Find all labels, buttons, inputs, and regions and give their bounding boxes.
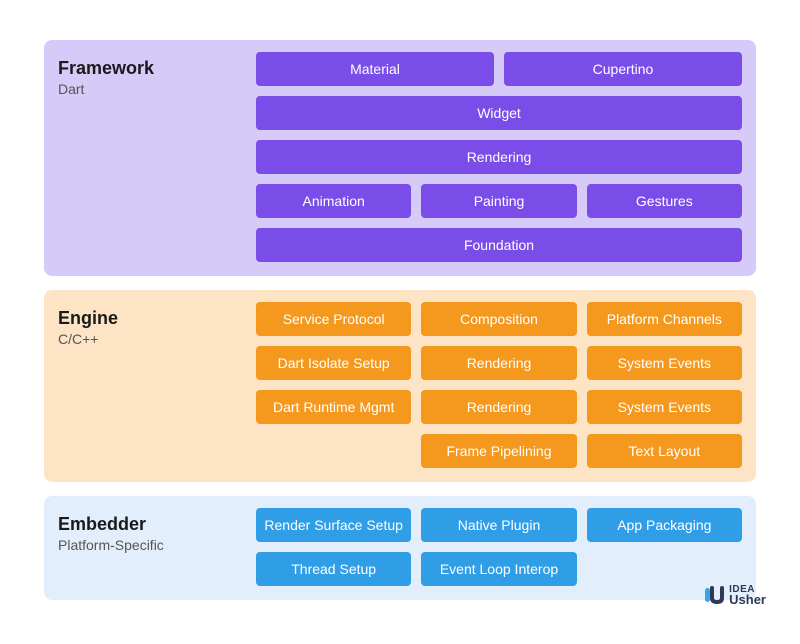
- layer-title: Framework: [58, 58, 238, 79]
- layer-body: Render Surface Setup Native Plugin App Pac…: [256, 508, 742, 586]
- pill: Frame Pipelining: [421, 434, 576, 468]
- layer-embedder: Embedder Platform-Specific Render Surface …: [44, 496, 756, 600]
- pill-row: Frame Pipelining Text Layout: [256, 434, 742, 468]
- pill: System Events: [587, 346, 742, 380]
- pill: Platform Channels: [587, 302, 742, 336]
- pill: Foundation: [256, 228, 742, 262]
- layer-engine: Engine C/C++ Service Protocol Composition Pl…: [44, 290, 756, 482]
- pill-row: Material Cupertino: [256, 52, 742, 86]
- pill-row: Render Surface Setup Native Plugin App Pac…: [256, 508, 742, 542]
- layer-header: Framework Dart: [58, 52, 238, 262]
- logo-icon: [704, 584, 726, 606]
- pill: Text Layout: [587, 434, 742, 468]
- pill-row: Thread Setup Event Loop Interop: [256, 552, 742, 586]
- layer-subtitle: Dart: [58, 81, 238, 97]
- pill-row: Dart Runtime Mgmt Rendering System Events: [256, 390, 742, 424]
- pill: Painting: [421, 184, 576, 218]
- layer-header: Engine C/C++: [58, 302, 238, 468]
- pill-row: Service Protocol Composition Platform Chan…: [256, 302, 742, 336]
- pill-row: Rendering: [256, 140, 742, 174]
- layer-body: Material Cupertino Widget Rendering Animatio…: [256, 52, 742, 262]
- logo-text: IDEA Usher: [729, 585, 766, 606]
- pill: Composition: [421, 302, 576, 336]
- pill: App Packaging: [587, 508, 742, 542]
- pill: Service Protocol: [256, 302, 411, 336]
- pill: Rendering: [421, 390, 576, 424]
- pill: Widget: [256, 96, 742, 130]
- pill: Gestures: [587, 184, 742, 218]
- pill-row: Foundation: [256, 228, 742, 262]
- pill: Render Surface Setup: [256, 508, 411, 542]
- architecture-diagram: Framework Dart Material Cupertino Widget Rend…: [44, 40, 756, 600]
- pill-row: Animation Painting Gestures: [256, 184, 742, 218]
- pill-row: Dart Isolate Setup Rendering System Events: [256, 346, 742, 380]
- layer-header: Embedder Platform-Specific: [58, 508, 238, 586]
- layer-framework: Framework Dart Material Cupertino Widget Rend…: [44, 40, 756, 276]
- layer-subtitle: C/C++: [58, 331, 238, 347]
- pill: Material: [256, 52, 494, 86]
- pill: Cupertino: [504, 52, 742, 86]
- layer-subtitle: Platform-Specific: [58, 537, 238, 553]
- layer-title: Engine: [58, 308, 238, 329]
- pill: Native Plugin: [421, 508, 576, 542]
- pill: Rendering: [256, 140, 742, 174]
- logo: IDEA Usher: [704, 584, 766, 606]
- pill: Event Loop Interop: [421, 552, 576, 586]
- pill: Thread Setup: [256, 552, 411, 586]
- pill: Animation: [256, 184, 411, 218]
- pill: Dart Isolate Setup: [256, 346, 411, 380]
- layer-body: Service Protocol Composition Platform Chan…: [256, 302, 742, 468]
- pill: Rendering: [421, 346, 576, 380]
- logo-bottom-text: Usher: [729, 594, 766, 606]
- pill: Dart Runtime Mgmt: [256, 390, 411, 424]
- pill: System Events: [587, 390, 742, 424]
- layer-title: Embedder: [58, 514, 238, 535]
- pill-row: Widget: [256, 96, 742, 130]
